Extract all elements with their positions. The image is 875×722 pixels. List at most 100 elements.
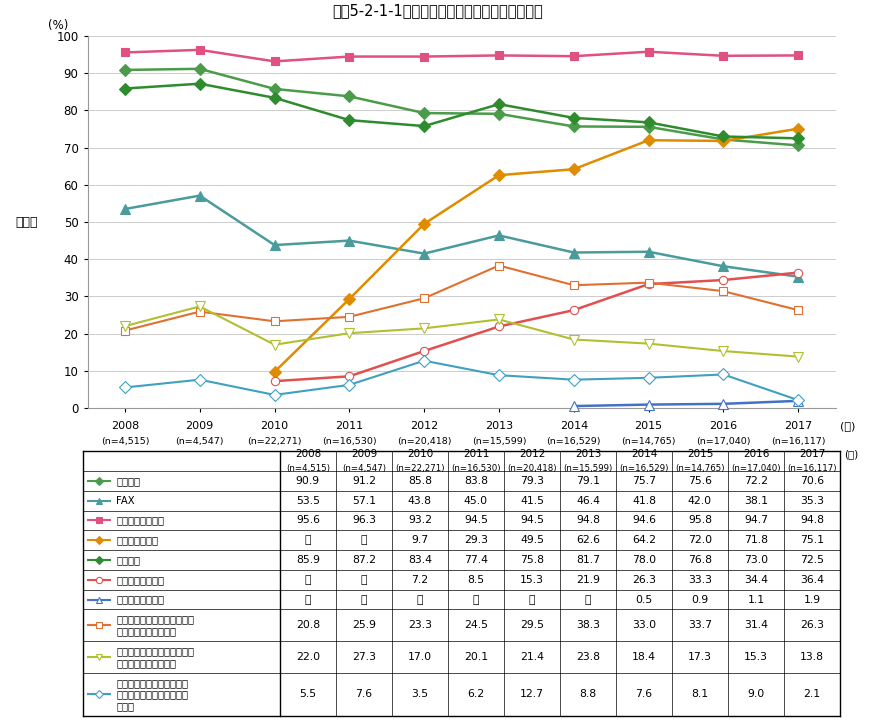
Text: 75.6: 75.6: [688, 476, 712, 486]
Text: 7.2: 7.2: [411, 575, 429, 585]
Text: 94.8: 94.8: [800, 516, 824, 526]
Text: 26.3: 26.3: [632, 575, 656, 585]
Text: －: －: [360, 594, 368, 604]
Text: 29.5: 29.5: [520, 620, 544, 630]
Text: 95.8: 95.8: [688, 516, 712, 526]
Text: 2013: 2013: [575, 449, 601, 459]
Text: 25.9: 25.9: [352, 620, 376, 630]
Text: (n=4,515): (n=4,515): [286, 464, 330, 473]
Text: (n=16,117): (n=16,117): [771, 437, 825, 445]
Text: 9.7: 9.7: [411, 535, 429, 545]
Text: 2012: 2012: [410, 421, 438, 431]
Text: 8.5: 8.5: [467, 575, 485, 585]
Text: ウェアラブル端末: ウェアラブル端末: [116, 594, 164, 604]
Text: 57.1: 57.1: [352, 496, 376, 505]
Text: 23.3: 23.3: [408, 620, 432, 630]
Text: (年): (年): [840, 421, 856, 431]
Text: 70.6: 70.6: [800, 476, 824, 486]
Text: 1.9: 1.9: [803, 594, 821, 604]
Text: 17.0: 17.0: [408, 652, 432, 662]
Text: その他インターネットに接
続できる家電（スマート家
電）等: その他インターネットに接 続できる家電（スマート家 電）等: [116, 678, 188, 711]
Text: 20.8: 20.8: [296, 620, 320, 630]
Text: 76.8: 76.8: [688, 555, 712, 565]
Text: 36.4: 36.4: [800, 575, 824, 585]
Text: 43.8: 43.8: [408, 496, 432, 505]
Text: (n=4,547): (n=4,547): [176, 437, 224, 445]
Text: 73.0: 73.0: [744, 555, 768, 565]
Text: 64.2: 64.2: [632, 535, 656, 545]
Text: 2016: 2016: [743, 449, 769, 459]
Text: 94.5: 94.5: [464, 516, 488, 526]
Text: －: －: [304, 594, 312, 604]
Text: 33.7: 33.7: [688, 620, 712, 630]
Text: 17.3: 17.3: [688, 652, 712, 662]
Text: 72.2: 72.2: [744, 476, 768, 486]
Text: 7.6: 7.6: [355, 690, 373, 700]
Text: 2.1: 2.1: [803, 690, 821, 700]
Text: 75.1: 75.1: [800, 535, 824, 545]
Text: 83.4: 83.4: [408, 555, 432, 565]
Text: (n=4,515): (n=4,515): [101, 437, 149, 445]
Text: 2015: 2015: [687, 449, 713, 459]
Text: 6.2: 6.2: [467, 690, 485, 700]
Text: (年): (年): [844, 449, 858, 459]
Text: 2011: 2011: [335, 421, 363, 431]
Text: (n=14,765): (n=14,765): [621, 437, 676, 445]
Text: －: －: [528, 594, 536, 604]
Text: 33.0: 33.0: [632, 620, 656, 630]
Text: 75.8: 75.8: [520, 555, 544, 565]
Text: 2012: 2012: [519, 449, 545, 459]
Text: 9.0: 9.0: [747, 690, 765, 700]
Text: 2008: 2008: [111, 421, 139, 431]
Text: 3.5: 3.5: [411, 690, 429, 700]
Text: (n=15,599): (n=15,599): [472, 437, 526, 445]
Text: 72.0: 72.0: [688, 535, 712, 545]
Text: 23.8: 23.8: [576, 652, 600, 662]
Text: 49.5: 49.5: [520, 535, 544, 545]
Text: 図表5-2-1-1　情報通信機器の世帯保有率の推移: 図表5-2-1-1 情報通信機器の世帯保有率の推移: [332, 4, 542, 19]
Text: (n=22,271): (n=22,271): [248, 437, 302, 445]
Text: 34.4: 34.4: [744, 575, 768, 585]
Text: 1.1: 1.1: [747, 594, 765, 604]
Text: 2013: 2013: [485, 421, 513, 431]
Text: パソコン: パソコン: [116, 555, 140, 565]
Text: 2009: 2009: [351, 449, 377, 459]
Text: 95.6: 95.6: [296, 516, 320, 526]
Text: (n=20,418): (n=20,418): [397, 437, 452, 445]
Text: 2008: 2008: [295, 449, 321, 459]
Text: 91.2: 91.2: [352, 476, 376, 486]
Text: 94.8: 94.8: [576, 516, 600, 526]
Text: インターネットに接続できる
携帯型音楽プレイヤー: インターネットに接続できる 携帯型音楽プレイヤー: [116, 646, 194, 668]
Text: (n=22,271): (n=22,271): [396, 464, 444, 473]
Text: 94.7: 94.7: [744, 516, 768, 526]
Text: (n=17,040): (n=17,040): [732, 464, 780, 473]
Text: －: －: [304, 575, 312, 585]
Text: (n=16,529): (n=16,529): [620, 464, 668, 473]
Text: 53.5: 53.5: [296, 496, 320, 505]
Text: インターネットに接続できる
家庭用テレビゲーム機: インターネットに接続できる 家庭用テレビゲーム機: [116, 614, 194, 636]
Text: 固定電話: 固定電話: [116, 476, 140, 486]
Text: －: －: [416, 594, 424, 604]
Text: －: －: [473, 594, 480, 604]
Text: (n=16,117): (n=16,117): [788, 464, 836, 473]
Text: 87.2: 87.2: [352, 555, 376, 565]
Text: 24.5: 24.5: [464, 620, 488, 630]
Text: 29.3: 29.3: [464, 535, 488, 545]
Text: 21.4: 21.4: [520, 652, 544, 662]
Text: 85.9: 85.9: [296, 555, 320, 565]
Text: 72.5: 72.5: [800, 555, 824, 565]
Text: 15.3: 15.3: [520, 575, 544, 585]
Text: 5.5: 5.5: [299, 690, 317, 700]
Text: 2017: 2017: [784, 421, 812, 431]
Text: 21.9: 21.9: [576, 575, 600, 585]
Text: 2014: 2014: [560, 421, 588, 431]
Text: 12.7: 12.7: [520, 690, 544, 700]
Text: 93.2: 93.2: [408, 516, 432, 526]
Text: モバイル端末全体: モバイル端末全体: [116, 516, 164, 526]
Text: (n=15,599): (n=15,599): [564, 464, 612, 473]
Text: 41.5: 41.5: [520, 496, 544, 505]
Text: 2011: 2011: [463, 449, 489, 459]
Text: (n=17,040): (n=17,040): [696, 437, 751, 445]
Text: タブレット型端末: タブレット型端末: [116, 575, 164, 585]
Text: 2015: 2015: [634, 421, 662, 431]
